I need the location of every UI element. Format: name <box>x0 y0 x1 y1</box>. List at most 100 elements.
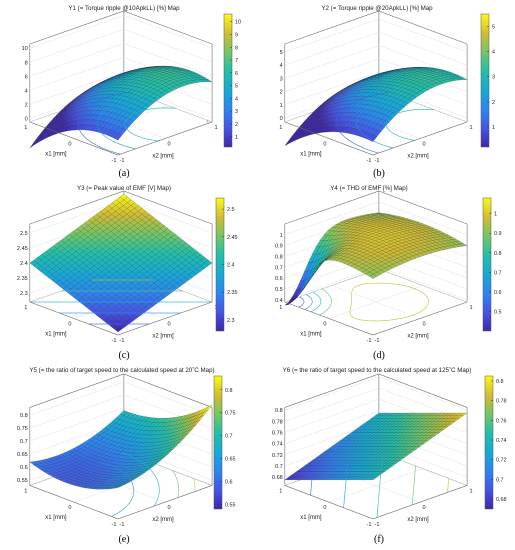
surface-mesh <box>29 65 213 149</box>
z-tick-label: 2 <box>25 102 28 108</box>
x1-tick-label: 1 <box>24 488 27 494</box>
x1-tick-label: -1 <box>367 522 372 528</box>
contour-line <box>121 452 160 507</box>
contour-line <box>193 478 196 492</box>
z-grid-line <box>29 381 213 416</box>
colorbar-tick-label: 0.9 <box>494 231 502 237</box>
panel-caption: (f) <box>374 534 384 545</box>
x1-tick-label: -1 <box>112 158 117 164</box>
z-tick-label: 1 <box>280 233 283 239</box>
wall-top-edges <box>29 190 213 225</box>
contour-line <box>298 296 305 308</box>
colorbar-tick-label: 0.7 <box>494 270 502 276</box>
x1-tick-label: -1 <box>112 338 117 344</box>
surface-plot: 0 2 4 6 8 10 -1 0 1 -1 0 1 x1 [mm] x2 [mm] <box>22 10 218 164</box>
z-tick-label: 0.6 <box>20 465 28 471</box>
floor-contours <box>310 453 450 518</box>
x2-tick-label: 1 <box>215 125 218 131</box>
z-grid-line <box>29 14 213 49</box>
colorbar-tick-label: 0.68 <box>496 497 507 503</box>
colorbar-tick-label: 2.4 <box>227 263 235 269</box>
colorbar-tick-label: 0.55 <box>225 502 236 508</box>
z-tick-label: 3 <box>280 76 283 82</box>
z-tick-label: 0 <box>280 116 283 122</box>
z-tick-label: 0.8 <box>20 413 28 419</box>
colorbar-tick-label: 0.6 <box>225 479 233 485</box>
z-tick-label: 2.45 <box>17 246 28 252</box>
z-tick-label: 0.7 <box>275 464 283 470</box>
z-tick-label: 8 <box>25 60 28 66</box>
x2-tick-label: -1 <box>375 158 380 164</box>
surface-cell <box>114 485 122 489</box>
x2-tick-label: 0 <box>422 322 425 328</box>
surface-cell <box>114 326 123 333</box>
x1-tick-label: 1 <box>279 125 282 131</box>
colorbar-tick-label: 0.6 <box>494 290 502 296</box>
colorbar-tick-label: 0.76 <box>496 418 507 424</box>
wall-top-edges <box>29 373 213 408</box>
x1-tick-label: 0 <box>323 505 326 511</box>
z-tick-label: 0 <box>25 116 28 122</box>
z-grid-line <box>284 31 468 66</box>
contour-line <box>343 463 348 508</box>
contour-line <box>124 107 209 142</box>
x2-axis-label: x2 [mm] <box>407 517 429 523</box>
z-tick-label: 4 <box>280 63 283 69</box>
panel-title: Y1 (= Torque ripple @10ApkLL) [%] Map <box>68 5 180 12</box>
surface-mesh <box>29 404 213 490</box>
colorbar: 1 2 3 4 5 6 7 8 9 10 <box>223 13 241 148</box>
colorbar-tick-label: 2.45 <box>227 235 238 241</box>
z-tick-label: 0.4 <box>275 298 283 304</box>
colorbar-tick-label: 3 <box>492 75 495 81</box>
z-tick-label: 5 <box>280 50 283 56</box>
wall-top-edges <box>284 10 468 45</box>
x2-axis-label: x2 [mm] <box>407 334 429 340</box>
contour-line <box>96 461 135 517</box>
colorbar-tick-label: 2.3 <box>227 318 235 324</box>
surface-plot: 0.4 0.5 0.6 0.7 0.8 0.9 1 -1 0 1 -1 0 1 x1 [mm] x2 [mm… <box>275 190 473 344</box>
panel-title: Y3 (= Peak value of EMF [V] Map) <box>77 185 171 192</box>
x1-tick-label: -1 <box>367 158 372 164</box>
colorbar-tick-label: 0.8 <box>496 379 504 385</box>
x2-tick-label: -1 <box>120 338 125 344</box>
colorbar: 0.5 0.6 0.7 0.8 0.9 1 <box>482 197 502 332</box>
z-tick-label: 0.8 <box>275 408 283 414</box>
surface-mesh <box>284 67 468 146</box>
z-grid-line <box>29 29 213 63</box>
contour-line <box>172 470 180 498</box>
colorbar-tick-label: 2 <box>492 100 495 106</box>
floor-front-edges <box>29 301 213 336</box>
surface-panel-b: Y2 (= Torque ripple @20ApkLL) [%] Map 0 1… <box>279 5 495 179</box>
panel-caption: (b) <box>373 168 385 179</box>
x2-tick-label: -1 <box>120 522 125 528</box>
z-tick-label: 0.78 <box>272 419 283 425</box>
floor-front-edges <box>284 301 468 336</box>
floor-grid-line <box>328 285 424 319</box>
surface-cell <box>114 133 123 141</box>
x1-tick-label: 0 <box>323 322 326 328</box>
x1-axis-label: x1 [mm] <box>45 515 67 521</box>
contour-line <box>411 465 416 505</box>
colorbar-tick-label: 5 <box>492 25 495 31</box>
colorbar-tick-label: 7 <box>235 58 238 64</box>
contour-line <box>376 453 383 518</box>
panel-title: Y2 (= Torque ripple @20ApkLL) [%] Map <box>321 5 433 12</box>
colorbar-tick-label: 4 <box>235 96 238 102</box>
floor-front-edges <box>284 485 468 520</box>
contour-line <box>96 97 148 150</box>
floor-contours <box>77 91 209 155</box>
surface-panel-d: Y4 (= THD of EMF [%] Map) 0.40.50.60.70.… <box>275 185 501 361</box>
floor-contours <box>298 282 429 322</box>
x1-tick-label: 0 <box>323 142 326 148</box>
x2-tick-label: -1 <box>120 158 125 164</box>
colorbar-tick-label: 0.5 <box>494 309 502 315</box>
contour-line <box>356 98 406 149</box>
x1-axis-label: x1 [mm] <box>300 515 322 521</box>
contour-line <box>385 108 435 141</box>
colorbar: 0.55 0.6 0.65 0.7 0.75 0.8 <box>213 375 236 510</box>
surface-panel-f: Y6 (= the ratio of target speed to the c… <box>272 367 507 545</box>
x1-tick-label: -1 <box>112 522 117 528</box>
x1-axis-label: x1 [mm] <box>45 152 67 158</box>
